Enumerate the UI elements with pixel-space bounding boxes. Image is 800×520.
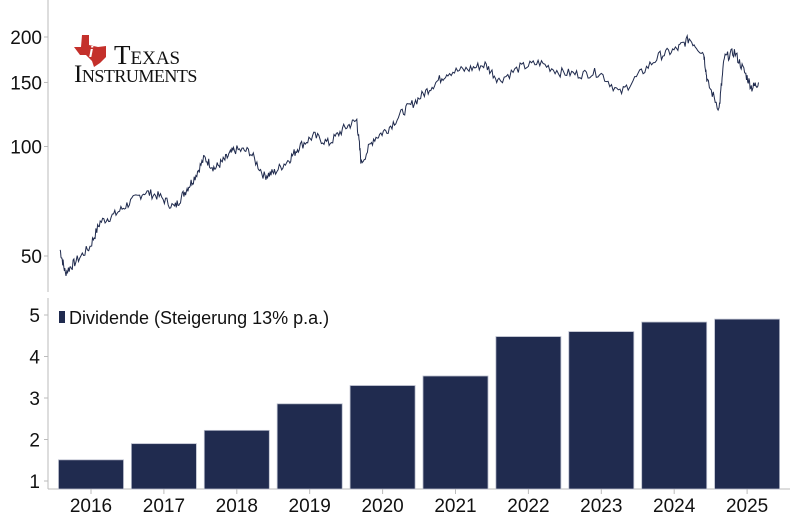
texas-instruments-logo: i Texas Instruments [72,33,232,89]
dividend-y-tick-label: 2 [29,431,40,452]
x-tick-label: 2024 [653,496,696,517]
dividend-bar [130,443,197,490]
dividend-y-tick-label: 1 [29,472,40,493]
dividend-bar [568,331,635,490]
price-y-tick-label: 150 [10,73,42,94]
x-tick-label: 2023 [580,496,622,517]
dividend-y-tick-label: 4 [29,348,40,369]
price-y-tick-label: 200 [10,28,42,49]
x-tick-label: 2019 [289,496,331,517]
dividend-bar [641,321,708,490]
x-tick-label: 2021 [434,496,476,517]
x-tick-label: 2020 [361,496,403,517]
x-tick-label: 2016 [70,496,112,517]
logo-line1: Texas [114,40,181,70]
dividend-bar [714,318,780,490]
x-tick-label: 2018 [216,496,258,517]
dividend-y-tick-label: 5 [29,306,40,327]
price-chart: 50 100 150 200 [10,0,759,292]
x-tick-label: 2025 [726,496,768,517]
texas-map-icon: i [74,35,106,67]
dividend-chart: 1 2 3 4 5 2016 2017 2018 2019 2020 2021 2022 2023 202… [29,298,790,517]
legend-label: Dividende (Steigerung 13% p.a.) [69,308,329,328]
price-line [59,33,759,276]
price-y-tick-label: 50 [21,247,42,268]
dividend-bar [349,385,416,490]
x-tick-label: 2017 [143,496,185,517]
dividend-y-tick-label: 3 [29,389,40,410]
legend-swatch [59,311,65,323]
dividend-bar [422,375,489,490]
logo-line2: Instruments [74,61,197,88]
dividend-bar [276,403,343,490]
dividend-bar [58,459,124,490]
x-tick-label: 2022 [507,496,549,517]
dividend-bar [203,429,270,490]
svg-text:i: i [89,44,94,61]
dividend-bar [495,336,562,490]
price-y-tick-label: 100 [10,138,42,159]
